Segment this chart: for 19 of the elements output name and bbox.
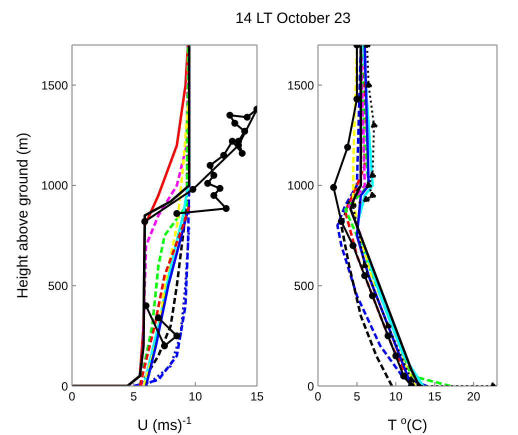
y-tick-label: 0: [61, 379, 68, 394]
x-tick-label: 10: [389, 390, 403, 404]
x-tick-label: 10: [188, 390, 202, 404]
x-tick-label: 5: [354, 390, 361, 404]
x-tick-label: 20: [466, 390, 481, 404]
y-tick-label: 500: [48, 278, 68, 293]
y-axis-title: Height above ground (m): [14, 132, 32, 298]
x-axis-title: U (ms)$^{-1}$: [137, 415, 192, 434]
x-tick-label: 15: [428, 390, 442, 404]
x-tick-label: 15: [250, 390, 264, 404]
y-tick-label: 1500: [287, 78, 314, 92]
y-tick-label: 0: [307, 379, 314, 394]
y-tick-label: 1500: [41, 78, 68, 92]
text: 14 LT October 23: [234, 10, 352, 27]
x-tick-label: 5: [130, 390, 138, 404]
y-tick-label: 500: [294, 278, 314, 293]
x-axis-title: T $^{o}$(C): [388, 415, 428, 434]
y-tick-label: 1000: [287, 178, 314, 193]
y-tick-label: 1000: [41, 178, 68, 193]
